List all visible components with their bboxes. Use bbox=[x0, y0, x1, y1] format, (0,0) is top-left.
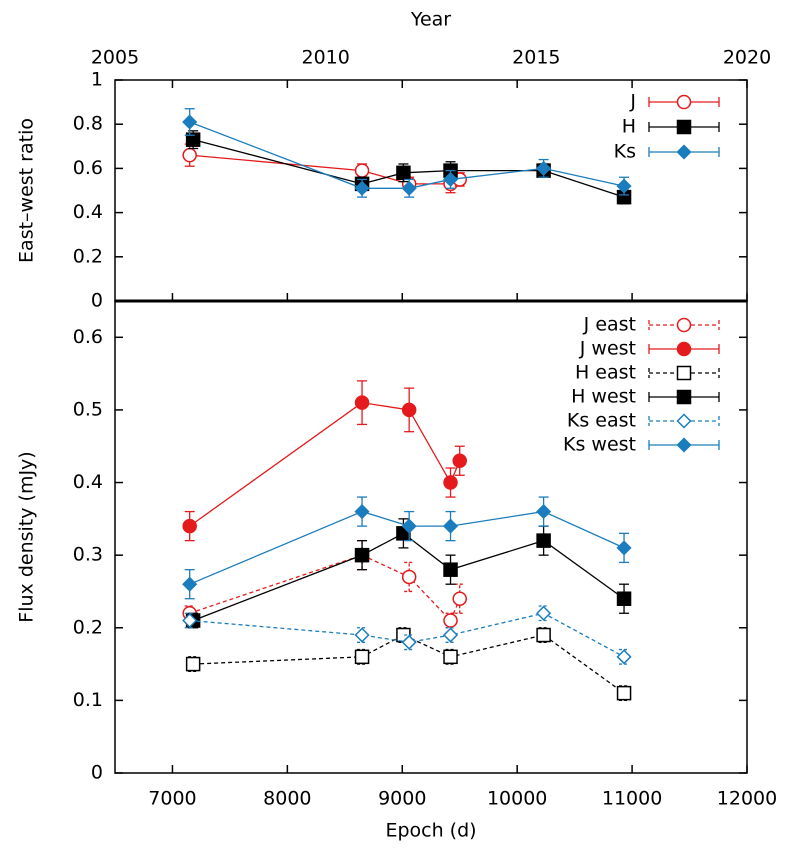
legend-label: H bbox=[622, 116, 636, 138]
legend-label: Ks west bbox=[563, 434, 636, 456]
legend-label: J east bbox=[583, 314, 636, 336]
y-tick-label: 0.4 bbox=[73, 201, 103, 223]
series-line bbox=[189, 401, 461, 527]
x-tick-label: 10000 bbox=[487, 788, 547, 810]
marker bbox=[401, 180, 417, 196]
x2-tick-label: 2010 bbox=[301, 47, 349, 69]
marker bbox=[354, 163, 370, 178]
legend-label: H west bbox=[571, 386, 636, 408]
x-tick-label: 9000 bbox=[378, 788, 426, 810]
marker bbox=[616, 649, 632, 665]
marker bbox=[616, 591, 632, 606]
series-line bbox=[192, 532, 625, 622]
y-tick-label: 0 bbox=[91, 762, 103, 784]
x2-axis-label: Year bbox=[410, 9, 451, 31]
legend-marker bbox=[676, 413, 692, 429]
y-axis-label: East–west ratio bbox=[16, 118, 38, 263]
marker bbox=[182, 147, 197, 163]
marker bbox=[401, 569, 417, 585]
marker bbox=[354, 627, 370, 643]
series-line bbox=[189, 612, 625, 658]
x-tick-label: 8000 bbox=[263, 788, 311, 810]
series-line bbox=[189, 121, 625, 189]
y-tick-label: 0 bbox=[91, 290, 103, 312]
series-line bbox=[189, 510, 625, 585]
legend-label: H east bbox=[575, 362, 636, 384]
x2-tick-label: 2020 bbox=[723, 47, 771, 69]
legend-marker bbox=[676, 437, 692, 453]
legend-marker bbox=[676, 389, 692, 405]
marker bbox=[185, 656, 201, 672]
legend-label: Ks east bbox=[567, 410, 636, 432]
legend-label: J bbox=[629, 91, 636, 113]
marker bbox=[182, 576, 198, 592]
marker bbox=[354, 180, 370, 196]
marker bbox=[354, 649, 370, 665]
plot-frame bbox=[114, 300, 748, 774]
marker bbox=[354, 504, 370, 520]
y-tick-label: 0.4 bbox=[73, 471, 103, 493]
marker bbox=[443, 613, 458, 628]
marker bbox=[401, 518, 417, 534]
x-tick-label: 11000 bbox=[602, 788, 662, 810]
marker bbox=[182, 114, 198, 130]
legend-marker bbox=[676, 94, 692, 110]
legend-label: J west bbox=[579, 338, 636, 360]
marker bbox=[182, 612, 198, 629]
plot-frame bbox=[114, 79, 748, 302]
y-tick-label: 0.2 bbox=[73, 245, 103, 267]
marker bbox=[401, 402, 417, 418]
marker bbox=[616, 685, 632, 701]
marker bbox=[443, 562, 458, 577]
marker bbox=[401, 634, 417, 650]
legend-marker bbox=[676, 119, 692, 135]
series-line bbox=[189, 154, 461, 185]
marker bbox=[442, 518, 459, 534]
marker bbox=[536, 533, 551, 548]
series-line bbox=[189, 554, 461, 622]
marker bbox=[536, 504, 552, 520]
marker bbox=[536, 627, 551, 643]
legend-label: Ks bbox=[614, 141, 636, 163]
marker bbox=[182, 518, 197, 534]
x2-tick-label: 2015 bbox=[512, 47, 560, 69]
marker bbox=[354, 547, 370, 563]
y-tick-label: 0.3 bbox=[73, 544, 103, 566]
marker bbox=[185, 132, 201, 147]
marker bbox=[442, 627, 459, 643]
x-axis-label: Epoch (d) bbox=[385, 820, 476, 842]
x2-tick-label: 2005 bbox=[91, 47, 139, 69]
legend-marker bbox=[676, 317, 692, 333]
y-tick-label: 0.1 bbox=[73, 689, 103, 711]
marker bbox=[452, 591, 467, 606]
marker bbox=[536, 605, 552, 621]
series-line bbox=[192, 139, 625, 198]
x-tick-label: 12000 bbox=[717, 788, 777, 810]
marker bbox=[616, 178, 632, 194]
marker bbox=[536, 160, 552, 176]
series-line bbox=[193, 634, 625, 694]
marker bbox=[452, 453, 467, 469]
marker bbox=[396, 165, 411, 181]
y-tick-label: 1 bbox=[91, 69, 103, 91]
y-tick-label: 0.5 bbox=[73, 398, 103, 420]
legend-marker bbox=[676, 144, 692, 160]
y-tick-label: 0.8 bbox=[73, 113, 103, 135]
marker bbox=[354, 395, 370, 410]
legend-marker bbox=[676, 341, 692, 357]
marker bbox=[442, 171, 459, 188]
y-axis-label: Flux density (mJy) bbox=[16, 451, 38, 622]
marker bbox=[443, 649, 458, 665]
y-tick-label: 0.6 bbox=[73, 157, 103, 179]
y-tick-label: 0.2 bbox=[73, 616, 103, 638]
y-tick-label: 0.6 bbox=[73, 326, 103, 348]
x-tick-label: 7000 bbox=[148, 788, 196, 810]
marker bbox=[443, 475, 458, 490]
legend-marker bbox=[676, 365, 692, 381]
marker bbox=[616, 540, 632, 556]
